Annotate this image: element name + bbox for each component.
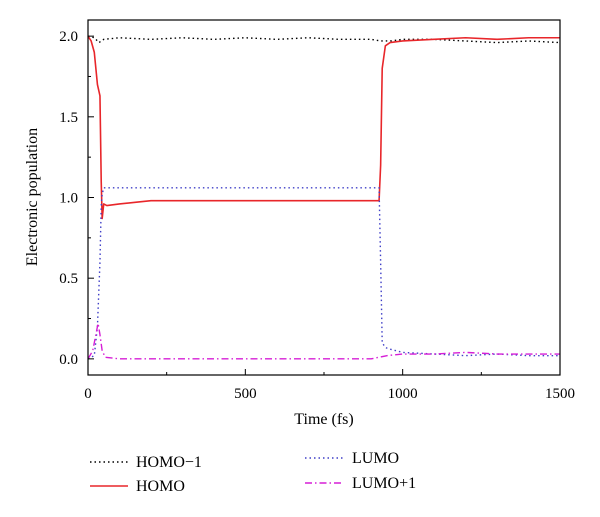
x-tick-label-2: 1000: [388, 386, 418, 402]
x-tick-label-1: 500: [234, 386, 257, 402]
series-line-lumo+1: [87, 322, 560, 360]
y-tick-label-2: 1.0: [59, 191, 78, 207]
y-axis-title: Electronic population: [24, 128, 41, 266]
legend-item-homo-1: HOMO−1: [90, 454, 202, 471]
y-tick-label-3: 1.5: [59, 110, 78, 126]
plot-series: [87, 35, 561, 360]
legend-item-homo: HOMO: [90, 478, 185, 495]
y-tick-label-0: 0.0: [59, 352, 78, 368]
series-line-lumo: [87, 187, 560, 360]
legend-item-lumo: LUMO: [305, 450, 399, 467]
legend-label-homo: HOMO: [136, 478, 185, 495]
x-axis: 0 500 1000 1500: [84, 369, 575, 402]
legend-label-lumo+1: LUMO+1: [352, 475, 416, 492]
legend: HOMO−1 HOMO LUMO LUMO+1: [90, 450, 416, 495]
y-tick-label-4: 2.0: [59, 29, 78, 45]
legend-label-lumo: LUMO: [352, 450, 399, 467]
legend-item-lumo+1: LUMO+1: [305, 475, 416, 492]
y-axis: 0.0 0.5 1.0 1.5 2.0: [59, 29, 94, 368]
x-axis-title: Time (fs): [294, 411, 353, 428]
y-tick-label-1: 0.5: [59, 271, 78, 287]
legend-label-homo-1: HOMO−1: [136, 454, 202, 471]
x-tick-label-0: 0: [84, 386, 92, 402]
series-line-homo: [87, 35, 560, 220]
x-tick-label-3: 1500: [545, 386, 575, 402]
